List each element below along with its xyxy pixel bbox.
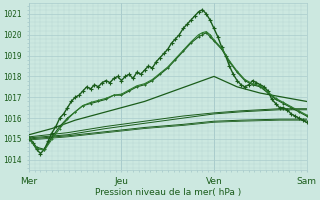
X-axis label: Pression niveau de la mer( hPa ): Pression niveau de la mer( hPa ) — [95, 188, 241, 197]
